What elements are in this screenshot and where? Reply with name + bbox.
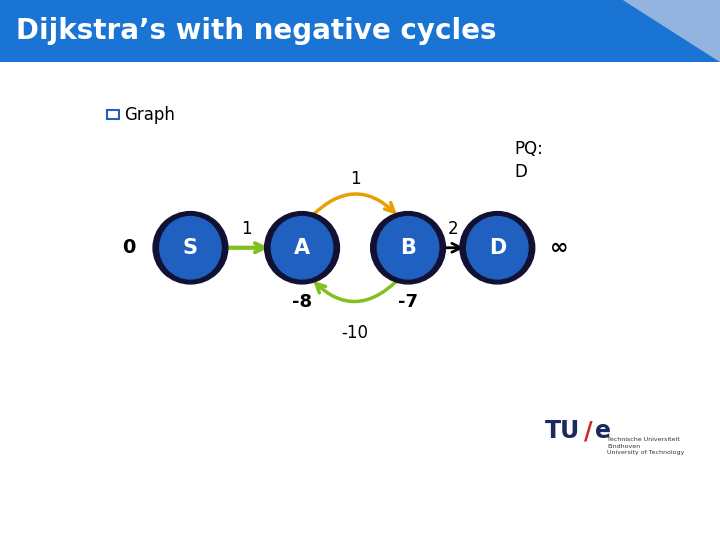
- Text: -8: -8: [292, 293, 312, 311]
- Text: e: e: [595, 419, 611, 443]
- Ellipse shape: [153, 212, 228, 284]
- Text: -7: -7: [398, 293, 418, 311]
- Text: -10: -10: [341, 324, 369, 342]
- Text: A: A: [294, 238, 310, 258]
- Text: TU: TU: [545, 419, 580, 443]
- Text: S: S: [183, 238, 198, 258]
- Text: /: /: [584, 419, 593, 443]
- FancyBboxPatch shape: [107, 110, 119, 119]
- Text: Graph: Graph: [125, 106, 176, 124]
- Text: 2: 2: [447, 220, 458, 238]
- Ellipse shape: [265, 212, 339, 284]
- Text: ∞: ∞: [549, 238, 568, 258]
- Text: 1: 1: [241, 220, 251, 238]
- Text: B: B: [400, 238, 416, 258]
- Ellipse shape: [271, 217, 333, 279]
- Text: Technische Universiteit
Eindhoven
University of Technology: Technische Universiteit Eindhoven Univer…: [607, 437, 685, 455]
- Text: 0: 0: [122, 238, 136, 257]
- Ellipse shape: [160, 217, 221, 279]
- Ellipse shape: [377, 217, 438, 279]
- Text: Dijkstra’s with negative cycles: Dijkstra’s with negative cycles: [16, 17, 496, 45]
- Text: 1: 1: [350, 170, 361, 188]
- Text: D: D: [489, 238, 506, 258]
- Ellipse shape: [460, 212, 535, 284]
- Ellipse shape: [371, 212, 446, 284]
- Ellipse shape: [467, 217, 528, 279]
- Text: PQ:
D: PQ: D: [514, 140, 543, 181]
